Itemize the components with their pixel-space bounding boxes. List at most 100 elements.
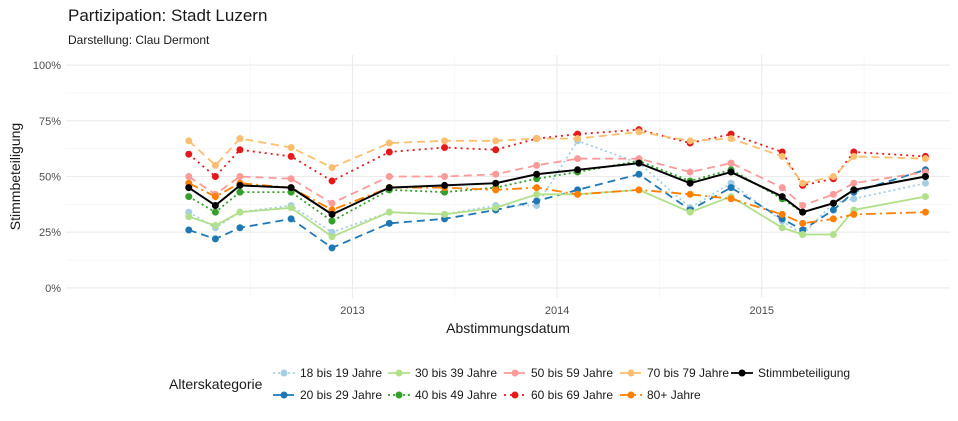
legend-item: 50 bis 59 Jahre xyxy=(504,366,613,380)
data-point xyxy=(211,193,219,201)
data-point xyxy=(850,179,858,187)
legend-label: 18 bis 19 Jahre xyxy=(300,366,382,380)
series-line xyxy=(188,168,926,249)
data-point xyxy=(287,215,295,223)
x-tick-label: 2013 xyxy=(340,305,364,317)
data-point xyxy=(574,155,582,163)
data-point xyxy=(185,226,193,234)
data-point xyxy=(211,235,219,243)
legend-item: 18 bis 19 Jahre xyxy=(273,366,382,380)
grid-lines xyxy=(66,55,950,298)
data-point xyxy=(328,244,336,252)
legend-item: 80+ Jahre xyxy=(620,388,701,402)
data-point xyxy=(686,179,694,187)
data-point xyxy=(850,210,858,218)
data-point xyxy=(829,206,837,214)
legend-key-point xyxy=(511,369,519,377)
data-point xyxy=(211,222,219,230)
legend-label: 20 bis 29 Jahre xyxy=(300,388,382,402)
data-point xyxy=(533,190,541,198)
x-axis-title: Abstimmungsdatum xyxy=(446,320,570,336)
series-line xyxy=(188,131,926,185)
data-point xyxy=(727,195,735,203)
data-point xyxy=(236,146,244,154)
data-point xyxy=(492,146,500,154)
data-point xyxy=(328,177,336,185)
data-point xyxy=(328,210,336,218)
y-axis-title: Stimmbeteiligung xyxy=(7,123,23,230)
data-point xyxy=(727,159,735,167)
legend-key-point xyxy=(395,369,403,377)
legend-key-point xyxy=(395,391,403,399)
series-6 xyxy=(185,128,929,187)
data-point xyxy=(829,199,837,207)
data-point xyxy=(799,208,807,216)
data-point xyxy=(185,184,193,192)
data-point xyxy=(185,213,193,221)
chart-title: Partizipation: Stadt Luzern xyxy=(68,6,268,25)
data-point xyxy=(727,135,735,143)
data-point xyxy=(328,217,336,225)
data-point xyxy=(686,137,694,145)
data-point xyxy=(185,137,193,145)
data-point xyxy=(850,186,858,194)
data-point xyxy=(385,208,393,216)
data-point xyxy=(635,159,643,167)
data-point xyxy=(799,201,807,209)
series-line xyxy=(188,159,926,222)
legend-item: 40 bis 49 Jahre xyxy=(388,388,497,402)
legend-key-point xyxy=(280,391,288,399)
legend-label: 30 bis 39 Jahre xyxy=(415,366,497,380)
data-point xyxy=(635,186,643,194)
data-point xyxy=(686,190,694,198)
y-tick-label: 100% xyxy=(33,60,61,72)
legend-item: 20 bis 29 Jahre xyxy=(273,388,382,402)
series-line xyxy=(188,162,926,216)
data-point xyxy=(829,230,837,238)
data-point xyxy=(533,135,541,143)
data-point xyxy=(385,173,393,180)
data-point xyxy=(441,144,449,152)
legend-item: Stimmbeteiligung xyxy=(731,366,850,380)
legend-item: 30 bis 39 Jahre xyxy=(388,366,497,380)
data-point xyxy=(850,195,858,203)
data-point xyxy=(921,155,929,163)
data-point xyxy=(921,208,929,216)
data-point xyxy=(921,179,929,187)
x-tick-label: 2014 xyxy=(545,305,569,317)
legend-label: 50 bis 59 Jahre xyxy=(531,366,613,380)
data-point xyxy=(686,168,694,176)
data-point xyxy=(328,199,336,207)
data-point xyxy=(211,208,219,216)
data-point xyxy=(727,168,735,176)
data-point xyxy=(492,170,500,178)
data-point xyxy=(533,197,541,205)
data-point xyxy=(921,193,929,201)
data-point xyxy=(686,208,694,216)
x-axis-ticks: 2013 2014 2015 xyxy=(340,305,774,317)
data-point xyxy=(441,137,449,145)
data-point xyxy=(236,181,244,189)
data-point xyxy=(533,170,541,178)
legend-key-point xyxy=(280,369,288,377)
data-point xyxy=(492,204,500,212)
x-tick-label: 2015 xyxy=(749,305,773,317)
data-point xyxy=(236,188,244,196)
data-point xyxy=(574,135,582,143)
data-point xyxy=(635,128,643,136)
data-point xyxy=(185,173,193,180)
data-point xyxy=(211,173,219,180)
legend-item: 70 bis 79 Jahre xyxy=(620,366,729,380)
data-point xyxy=(829,215,837,223)
legend-label: 40 bis 49 Jahre xyxy=(415,388,497,402)
legend: Alterskategorie 18 bis 19 Jahre 20 bis 29… xyxy=(169,366,850,402)
data-point xyxy=(778,193,786,201)
data-point xyxy=(635,170,643,178)
series-line xyxy=(188,188,926,238)
data-point xyxy=(236,135,244,143)
series-line xyxy=(188,157,926,207)
series-8 xyxy=(185,159,929,218)
data-point xyxy=(211,161,219,169)
data-point xyxy=(287,204,295,212)
